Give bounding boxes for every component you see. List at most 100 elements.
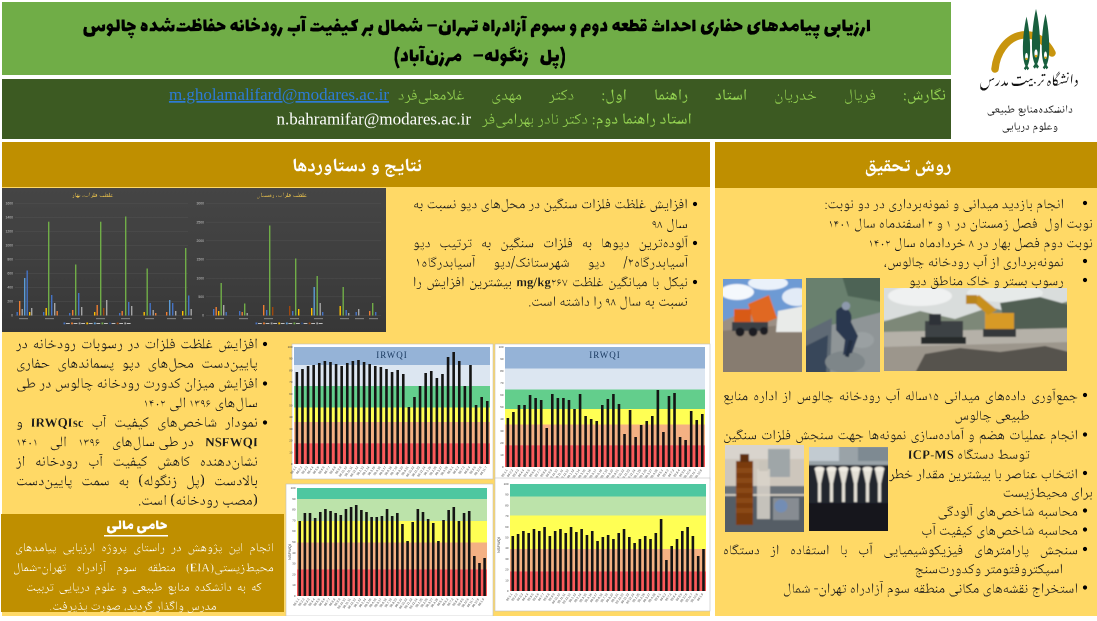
svg-text:99.8.20: 99.8.20 xyxy=(605,592,614,603)
svg-text:99.11.7: 99.11.7 xyxy=(685,592,694,603)
svg-text:99.6.18: 99.6.18 xyxy=(594,592,603,603)
svg-text:60: 60 xyxy=(500,393,504,397)
svg-text:99.10.6: 99.10.6 xyxy=(679,592,688,603)
svg-text:100: 100 xyxy=(288,345,293,349)
svg-text:99.8.8: 99.8.8 xyxy=(539,468,547,478)
svg-text:99.11.7: 99.11.7 xyxy=(688,468,697,479)
svg-text:99.4.16: 99.4.16 xyxy=(583,468,592,479)
svg-text:98.1.9: 98.1.9 xyxy=(477,597,485,607)
svg-text:98.11.7: 98.11.7 xyxy=(466,597,475,608)
svg-text:98.7.3: 98.7.3 xyxy=(457,465,465,475)
svg-text:100: 100 xyxy=(291,486,296,490)
svg-text:70: 70 xyxy=(292,518,296,522)
svg-text:99.6.2: 99.6.2 xyxy=(659,592,667,602)
svg-text:98.3.27: 98.3.27 xyxy=(434,465,443,476)
svg-text:98.3.15: 98.3.15 xyxy=(367,465,376,476)
svg-text:99.11.11: 99.11.11 xyxy=(556,592,566,604)
svg-text:70: 70 xyxy=(505,514,509,518)
svg-text:99.7.7: 99.7.7 xyxy=(534,468,542,478)
svg-text:98.7.7: 98.7.7 xyxy=(323,465,331,475)
svg-text:98.8.8: 98.8.8 xyxy=(328,597,336,607)
svg-text:2500: 2500 xyxy=(196,220,204,224)
svg-text:98.5.5: 98.5.5 xyxy=(312,465,320,475)
svg-text:99.6.6: 99.6.6 xyxy=(528,468,536,478)
svg-text:30: 30 xyxy=(292,562,296,566)
svg-text:98.12.8: 98.12.8 xyxy=(471,597,480,608)
svg-text:98.2.26: 98.2.26 xyxy=(428,465,437,476)
svg-text:98.9.21: 98.9.21 xyxy=(400,465,409,476)
svg-text:98.9.9: 98.9.9 xyxy=(333,597,341,607)
svg-text:98.5.17: 98.5.17 xyxy=(378,465,387,476)
svg-text:99.1.13: 99.1.13 xyxy=(568,592,577,603)
svg-text:98.7.3: 98.7.3 xyxy=(446,597,454,607)
svg-text:n.bahramifar@modares.ac.ir: n.bahramifar@modares.ac.ir xyxy=(276,110,471,129)
svg-text:98.2.14: 98.2.14 xyxy=(361,465,370,476)
svg-text:99.12.12: 99.12.12 xyxy=(562,592,572,604)
svg-text:98.5.5: 98.5.5 xyxy=(313,597,321,607)
svg-text:98.6.6: 98.6.6 xyxy=(318,597,326,607)
svg-text:0: 0 xyxy=(294,594,296,598)
svg-text:1400: 1400 xyxy=(5,216,13,220)
svg-text:99.2.26: 99.2.26 xyxy=(637,592,646,603)
svg-text:99.2.2: 99.2.2 xyxy=(506,468,514,478)
svg-text:98.1.1: 98.1.1 xyxy=(292,597,300,607)
svg-text:98.10.10: 98.10.10 xyxy=(336,597,346,609)
svg-text:NSFWQI: NSFWQI xyxy=(496,537,501,553)
svg-text:98.2.26: 98.2.26 xyxy=(420,597,429,608)
svg-text:60: 60 xyxy=(505,525,509,529)
svg-text:98.9.5: 98.9.5 xyxy=(457,597,465,607)
svg-text:70: 70 xyxy=(289,380,293,384)
svg-text:50: 50 xyxy=(505,536,509,540)
svg-text:98.4.4: 98.4.4 xyxy=(308,597,316,607)
svg-text:99.10.6: 99.10.6 xyxy=(683,468,692,479)
svg-text:50: 50 xyxy=(500,405,504,409)
svg-text:98.2.2: 98.2.2 xyxy=(297,597,305,607)
svg-text:40: 40 xyxy=(289,415,293,419)
svg-text:98.3.3: 98.3.3 xyxy=(301,465,309,475)
svg-text:3000: 3000 xyxy=(196,202,204,206)
svg-text:98.4.28: 98.4.28 xyxy=(430,597,439,608)
svg-text:20: 20 xyxy=(289,439,293,443)
svg-text:30: 30 xyxy=(505,557,509,561)
svg-text:1200: 1200 xyxy=(5,230,13,234)
svg-text:40: 40 xyxy=(505,546,509,550)
svg-text:30: 30 xyxy=(289,427,293,431)
svg-text:99.3.3: 99.3.3 xyxy=(516,592,524,602)
svg-text:98.8.4: 98.8.4 xyxy=(451,597,459,607)
svg-text:99.1.25: 99.1.25 xyxy=(633,468,642,479)
svg-text:10: 10 xyxy=(292,583,296,587)
svg-text:99.3.3: 99.3.3 xyxy=(512,468,520,478)
svg-text:99.2.2: 99.2.2 xyxy=(511,592,519,602)
svg-text:98.12.12: 98.12.12 xyxy=(347,597,357,609)
svg-text:99.4.28: 99.4.28 xyxy=(647,592,656,603)
svg-text:98.11.11: 98.11.11 xyxy=(344,465,354,477)
svg-text:80: 80 xyxy=(500,369,504,373)
svg-text:98.11.23: 98.11.23 xyxy=(403,597,413,609)
svg-text:99.9.5: 99.9.5 xyxy=(678,468,686,478)
svg-text:100: 100 xyxy=(504,482,509,486)
svg-text:98.12.12: 98.12.12 xyxy=(349,465,359,477)
svg-text:800: 800 xyxy=(7,258,13,262)
svg-text:98.10.22: 98.10.22 xyxy=(398,597,408,609)
svg-text:98.2.2: 98.2.2 xyxy=(295,465,303,475)
svg-text:99.5.1: 99.5.1 xyxy=(654,592,662,602)
svg-text:50: 50 xyxy=(289,404,293,408)
svg-text:20: 20 xyxy=(505,568,509,572)
svg-text:98.1.13: 98.1.13 xyxy=(356,465,365,476)
svg-text:99.11.11: 99.11.11 xyxy=(554,468,564,480)
svg-text:99.3.15: 99.3.15 xyxy=(578,592,587,603)
svg-text:99.2.14: 99.2.14 xyxy=(572,468,581,479)
svg-text:100: 100 xyxy=(499,345,504,349)
svg-text:98.1.1: 98.1.1 xyxy=(289,465,297,475)
svg-text:99.11.23: 99.11.23 xyxy=(620,592,630,604)
svg-text:99.1.1: 99.1.1 xyxy=(500,468,508,478)
svg-text:0: 0 xyxy=(507,589,509,593)
svg-text:98.11.23: 98.11.23 xyxy=(411,465,421,477)
svg-text:0: 0 xyxy=(502,465,504,469)
svg-text:99.10.10: 99.10.10 xyxy=(551,592,561,604)
svg-text:98.8.20: 98.8.20 xyxy=(395,465,404,476)
svg-text:m.gholamalifard@modares.ac.ir: m.gholamalifard@modares.ac.ir xyxy=(169,85,389,104)
svg-text:99.10.10: 99.10.10 xyxy=(548,468,558,480)
svg-text:98.10.6: 98.10.6 xyxy=(473,465,482,476)
svg-text:99.3.15: 99.3.15 xyxy=(577,468,586,479)
